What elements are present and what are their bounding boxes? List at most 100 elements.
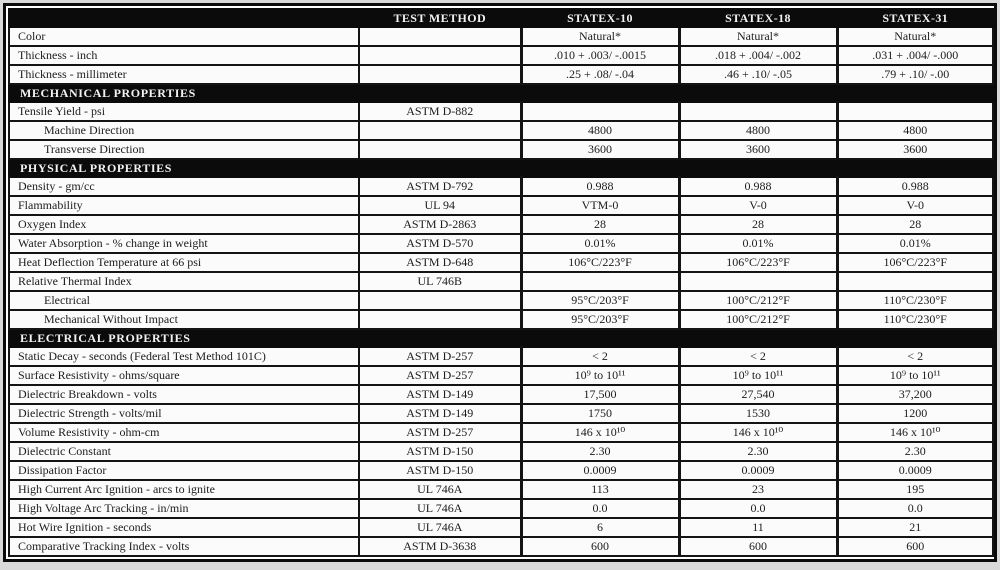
property-cell: Mechanical Without Impact bbox=[8, 309, 360, 330]
table-row: Flammability UL 94 VTM-0 V-0 V-0 bbox=[8, 195, 994, 216]
property-cell: Transverse Direction bbox=[8, 139, 360, 160]
test-method-cell bbox=[358, 290, 522, 311]
value-cell-statex-31: 0.01% bbox=[835, 233, 994, 254]
test-method-cell: ASTM D-257 bbox=[358, 422, 522, 443]
test-method-cell: ASTM D-3638 bbox=[358, 536, 522, 557]
value-cell-statex-18: 0.01% bbox=[677, 233, 838, 254]
property-cell: Dielectric Breakdown - volts bbox=[8, 384, 360, 405]
value-cell-statex-10: 146 x 10¹⁰ bbox=[519, 422, 680, 443]
table-row: Surface Resistivity - ohms/square ASTM D… bbox=[8, 365, 994, 386]
value-cell-statex-31: 600 bbox=[835, 536, 994, 557]
value-cell-statex-10: 95°C/203°F bbox=[519, 290, 680, 311]
table-row: Transverse Direction 3600 3600 3600 bbox=[8, 139, 994, 160]
value-cell-statex-10: 10⁹ to 10¹¹ bbox=[519, 365, 680, 386]
value-cell-statex-10: 0.0009 bbox=[519, 460, 680, 481]
table-row: Dielectric Breakdown - volts ASTM D-149 … bbox=[8, 384, 994, 405]
value-cell-statex-31: 0.0009 bbox=[835, 460, 994, 481]
table-row: Machine Direction 4800 4800 4800 bbox=[8, 120, 994, 141]
test-method-cell bbox=[358, 139, 522, 160]
section-header-row: MECHANICAL PROPERTIES bbox=[8, 83, 994, 103]
test-method-cell bbox=[358, 26, 522, 47]
property-cell: Comparative Tracking Index - volts bbox=[8, 536, 360, 557]
value-cell-statex-10: .010 + .003/ -.0015 bbox=[519, 45, 680, 66]
test-method-cell bbox=[358, 309, 522, 330]
value-cell-statex-18: 146 x 10¹⁰ bbox=[677, 422, 838, 443]
value-cell-statex-10: VTM-0 bbox=[519, 195, 680, 216]
test-method-cell: UL 746A bbox=[358, 517, 522, 538]
value-cell-statex-18: 0.0 bbox=[677, 498, 838, 519]
value-cell-statex-31: 146 x 10¹⁰ bbox=[835, 422, 994, 443]
value-cell-statex-10: 0.0 bbox=[519, 498, 680, 519]
value-cell-statex-18: V-0 bbox=[677, 195, 838, 216]
test-method-cell: UL 94 bbox=[358, 195, 522, 216]
section-header-row: ELECTRICAL PROPERTIES bbox=[8, 328, 994, 348]
value-cell-statex-31: 3600 bbox=[835, 139, 994, 160]
value-cell-statex-31: 0.0 bbox=[835, 498, 994, 519]
value-cell-statex-31: 195 bbox=[835, 479, 994, 500]
value-cell-statex-10: Natural* bbox=[519, 26, 680, 47]
property-cell: Flammability bbox=[8, 195, 360, 216]
section-header-label: PHYSICAL PROPERTIES bbox=[8, 158, 994, 178]
test-method-cell: ASTM D-150 bbox=[358, 441, 522, 462]
value-cell-statex-31: 106°C/223°F bbox=[835, 252, 994, 273]
value-cell-statex-18: 2.30 bbox=[677, 441, 838, 462]
table-row: Water Absorption - % change in weight AS… bbox=[8, 233, 994, 254]
column-header-statex-10: STATEX-10 bbox=[519, 8, 680, 28]
table-row: Relative Thermal Index UL 746B bbox=[8, 271, 994, 292]
value-cell-statex-31: 1200 bbox=[835, 403, 994, 424]
table-row: Dielectric Constant ASTM D-150 2.30 2.30… bbox=[8, 441, 994, 462]
test-method-cell bbox=[358, 120, 522, 141]
table-row: Dissipation Factor ASTM D-150 0.0009 0.0… bbox=[8, 460, 994, 481]
value-cell-statex-18 bbox=[677, 271, 838, 292]
value-cell-statex-31 bbox=[835, 271, 994, 292]
value-cell-statex-31 bbox=[835, 101, 994, 122]
value-cell-statex-10 bbox=[519, 101, 680, 122]
value-cell-statex-18: 28 bbox=[677, 214, 838, 235]
value-cell-statex-10: 3600 bbox=[519, 139, 680, 160]
value-cell-statex-18: 27,540 bbox=[677, 384, 838, 405]
test-method-cell: UL 746A bbox=[358, 498, 522, 519]
test-method-cell: ASTM D-792 bbox=[358, 176, 522, 197]
property-cell: Water Absorption - % change in weight bbox=[8, 233, 360, 254]
value-cell-statex-18: 4800 bbox=[677, 120, 838, 141]
value-cell-statex-10: .25 + .08/ -.04 bbox=[519, 64, 680, 85]
value-cell-statex-10: 17,500 bbox=[519, 384, 680, 405]
value-cell-statex-10: 0.988 bbox=[519, 176, 680, 197]
value-cell-statex-10: 600 bbox=[519, 536, 680, 557]
test-method-cell: ASTM D-257 bbox=[358, 365, 522, 386]
value-cell-statex-31: Natural* bbox=[835, 26, 994, 47]
value-cell-statex-31: 28 bbox=[835, 214, 994, 235]
value-cell-statex-10: 113 bbox=[519, 479, 680, 500]
column-header-statex-31: STATEX-31 bbox=[835, 8, 994, 28]
property-cell: Oxygen Index bbox=[8, 214, 360, 235]
test-method-cell: ASTM D-150 bbox=[358, 460, 522, 481]
value-cell-statex-18: .46 + .10/ -.05 bbox=[677, 64, 838, 85]
test-method-cell: ASTM D-257 bbox=[358, 346, 522, 367]
test-method-cell: ASTM D-648 bbox=[358, 252, 522, 273]
property-cell: High Current Arc Ignition - arcs to igni… bbox=[8, 479, 360, 500]
value-cell-statex-18: 0.0009 bbox=[677, 460, 838, 481]
property-cell: Tensile Yield - psi bbox=[8, 101, 360, 122]
property-cell: Relative Thermal Index bbox=[8, 271, 360, 292]
column-header-test-method: TEST METHOD bbox=[358, 8, 522, 28]
property-cell: Dielectric Constant bbox=[8, 441, 360, 462]
column-header-property bbox=[8, 8, 360, 28]
value-cell-statex-18: 3600 bbox=[677, 139, 838, 160]
test-method-cell bbox=[358, 64, 522, 85]
property-cell: Surface Resistivity - ohms/square bbox=[8, 365, 360, 386]
value-cell-statex-18: 0.988 bbox=[677, 176, 838, 197]
test-method-cell: ASTM D-570 bbox=[358, 233, 522, 254]
property-cell: Electrical bbox=[8, 290, 360, 311]
value-cell-statex-10: 2.30 bbox=[519, 441, 680, 462]
value-cell-statex-18: 1530 bbox=[677, 403, 838, 424]
property-cell: Thickness - inch bbox=[8, 45, 360, 66]
table-row: Tensile Yield - psi ASTM D-882 bbox=[8, 101, 994, 122]
table-row: Color Natural* Natural* Natural* bbox=[8, 26, 994, 47]
value-cell-statex-10: 4800 bbox=[519, 120, 680, 141]
value-cell-statex-10: 1750 bbox=[519, 403, 680, 424]
value-cell-statex-18: Natural* bbox=[677, 26, 838, 47]
value-cell-statex-31: < 2 bbox=[835, 346, 994, 367]
value-cell-statex-31: 0.988 bbox=[835, 176, 994, 197]
table-row: Mechanical Without Impact 95°C/203°F 100… bbox=[8, 309, 994, 330]
value-cell-statex-18 bbox=[677, 101, 838, 122]
